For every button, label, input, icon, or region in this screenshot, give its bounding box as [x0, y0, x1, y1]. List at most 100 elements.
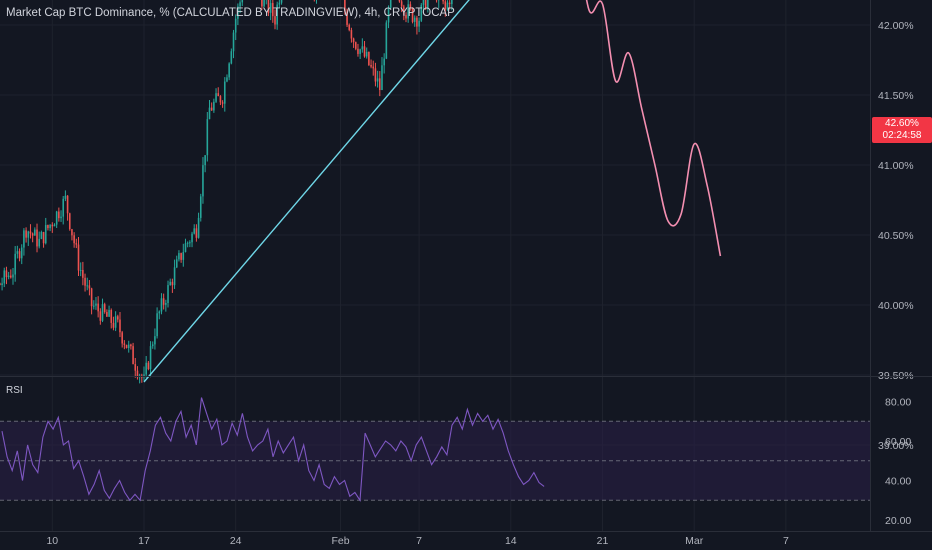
- candle-body: [71, 229, 73, 236]
- candle-body: [101, 304, 104, 321]
- candle-body: [280, 0, 283, 3]
- candle-body: [206, 119, 209, 156]
- candle-body: [195, 228, 198, 238]
- candle-body: [36, 229, 38, 247]
- candle-body: [223, 81, 226, 104]
- candle-body: [127, 344, 130, 348]
- candle-body: [156, 313, 158, 337]
- candle-body: [234, 18, 237, 33]
- candle-body: [261, 0, 263, 7]
- candle-body: [269, 3, 272, 13]
- candle-body: [132, 346, 134, 365]
- candle-body: [217, 93, 220, 97]
- candle-body: [228, 63, 230, 78]
- candle-body: [237, 6, 239, 19]
- price-axis-label: 39.00%: [878, 440, 914, 452]
- rsi-indicator-label[interactable]: RSI: [6, 385, 23, 396]
- candle-body: [416, 17, 418, 27]
- price-axis-label: 40.00%: [878, 300, 914, 312]
- candle-body: [34, 229, 36, 236]
- candle-body: [418, 20, 420, 27]
- candle-body: [354, 42, 357, 49]
- candle-body: [422, 0, 425, 5]
- candle-body: [53, 224, 56, 227]
- projection-path-drawing[interactable]: [550, 0, 722, 257]
- candle-body: [160, 298, 163, 312]
- candle-body: [239, 2, 241, 7]
- candle-body: [97, 303, 99, 312]
- candle-body: [173, 267, 176, 286]
- candle-body: [82, 270, 84, 278]
- candle-body: [12, 274, 14, 278]
- candle-body: [10, 275, 12, 278]
- last-price-tag: 42.60% 02:24:58: [872, 117, 932, 143]
- candle-body: [405, 14, 407, 19]
- candle-body: [3, 270, 6, 284]
- candle-body: [180, 253, 182, 260]
- time-axis-label: 7: [783, 535, 789, 547]
- candle-body: [376, 78, 379, 82]
- candle-body: [147, 362, 150, 370]
- candle-body: [444, 1, 447, 10]
- candle-body: [184, 243, 187, 253]
- candle-body: [221, 102, 224, 104]
- candle-body: [134, 364, 137, 371]
- candle-body: [151, 344, 154, 347]
- candle-body: [158, 311, 161, 314]
- candle-body: [29, 231, 32, 234]
- candle-body: [385, 22, 388, 59]
- drawings[interactable]: [0, 0, 870, 383]
- rsi-line-layer: [1, 397, 545, 502]
- candle-body: [55, 211, 58, 225]
- rsi-band: [0, 420, 870, 501]
- candle-body: [38, 238, 40, 247]
- candle-body: [193, 228, 196, 234]
- time-axis-label: 7: [416, 535, 422, 547]
- candle-body: [226, 77, 228, 82]
- candle-body: [108, 309, 110, 317]
- candle-body: [381, 65, 383, 91]
- trendline-drawing[interactable]: [143, 0, 603, 383]
- candle-body: [68, 213, 71, 230]
- candle-body: [103, 304, 106, 313]
- candle-body: [16, 251, 19, 254]
- rsi-line: [1, 397, 545, 502]
- candle-body: [79, 270, 82, 272]
- candles: [0, 0, 453, 384]
- candle-body: [361, 46, 364, 50]
- candle-body: [47, 225, 49, 229]
- candle-body: [199, 196, 202, 218]
- candle-body: [92, 305, 95, 307]
- candle-body: [411, 8, 414, 22]
- time-axis-label: 17: [138, 535, 150, 547]
- candle-body: [208, 107, 211, 120]
- candle-body: [409, 4, 412, 9]
- pane-separator[interactable]: [0, 376, 932, 377]
- candle-body: [165, 303, 167, 305]
- candle-body: [84, 277, 86, 286]
- candle-body: [442, 0, 444, 2]
- candle-body: [186, 242, 189, 244]
- candle-body: [365, 51, 368, 57]
- time-axis-label: 24: [230, 535, 242, 547]
- candle-body: [58, 211, 60, 219]
- candle-body: [370, 65, 372, 67]
- candle-body: [42, 232, 45, 244]
- candle-body: [154, 336, 156, 345]
- candle-body: [7, 275, 10, 278]
- candle-body: [389, 0, 392, 8]
- candle-body: [178, 253, 180, 260]
- candle-body: [75, 243, 78, 245]
- candle-body: [23, 230, 25, 248]
- candle-body: [130, 344, 132, 347]
- price-axis-border: [870, 0, 871, 532]
- candle-body: [359, 49, 361, 54]
- candle-body: [99, 311, 102, 321]
- candle-body: [263, 0, 265, 7]
- candle-body: [1, 283, 3, 285]
- price-axis-label: 41.00%: [878, 160, 914, 172]
- candle-body: [357, 48, 359, 54]
- candle-body: [182, 252, 185, 260]
